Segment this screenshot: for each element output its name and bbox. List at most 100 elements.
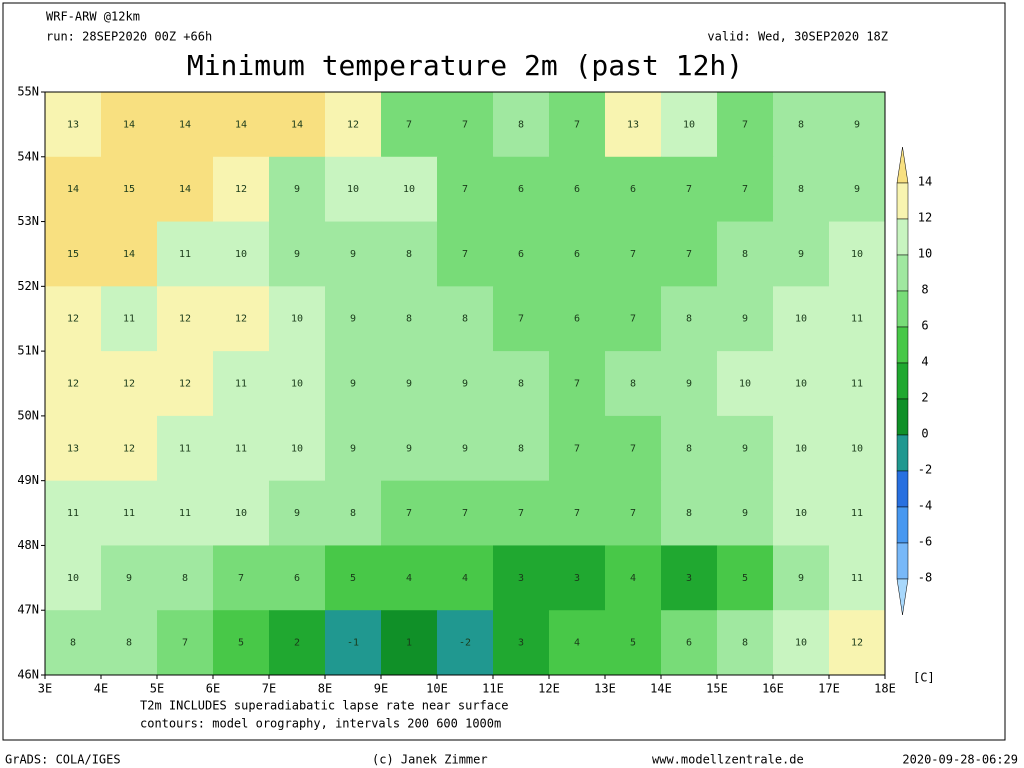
temp-cell [829, 480, 886, 546]
temp-cell [549, 92, 606, 158]
cell-label: 10 [235, 508, 247, 519]
temp-cell [493, 351, 550, 417]
temp-cell [437, 415, 494, 482]
cell-label: 11 [851, 508, 863, 519]
temp-cell [605, 415, 662, 482]
temp-cell [381, 156, 438, 223]
cell-label: 10 [795, 443, 807, 454]
software: GrADS: COLA/IGES [5, 753, 121, 767]
cell-label: 13 [627, 119, 639, 130]
lon-tick-label: 16E [762, 682, 784, 696]
colorbar-band [896, 398, 909, 436]
cell-label: 1 [406, 638, 412, 649]
cell-label: 7 [462, 119, 468, 130]
cell-label: 11 [123, 314, 135, 325]
cell-label: 8 [686, 443, 692, 454]
cell-label: 11 [179, 249, 191, 260]
temp-cell [661, 286, 718, 352]
cell-label: 7 [574, 119, 580, 130]
cell-label: 14 [179, 184, 191, 195]
temp-cell [381, 415, 438, 482]
temp-cell [773, 545, 830, 611]
temp-cell [549, 545, 606, 611]
temp-cell [829, 545, 886, 611]
temp-cell [325, 286, 382, 352]
cell-label: 5 [630, 638, 636, 649]
colorbar-band [896, 542, 909, 580]
website: www.modellzentrale.de [652, 753, 804, 767]
temp-cell [45, 480, 102, 546]
cell-label: 7 [630, 314, 636, 325]
cell-label: 9 [742, 314, 748, 325]
cell-label: -1 [347, 638, 359, 649]
temp-cell [325, 156, 382, 223]
cell-label: 9 [462, 379, 468, 390]
cell-label: 8 [798, 184, 804, 195]
temp-cell [157, 480, 214, 546]
temp-cell [381, 610, 438, 676]
cell-label: 14 [67, 184, 79, 195]
temp-cell [157, 545, 214, 611]
map-border [44, 91, 886, 676]
cell-label: 3 [574, 573, 580, 584]
temp-cell [829, 610, 886, 676]
cell-label: 9 [350, 314, 356, 325]
cell-label: 15 [123, 184, 135, 195]
temp-cell [773, 415, 830, 482]
frame [2, 2, 1006, 741]
temp-cell [605, 480, 662, 546]
temp-cell [213, 286, 270, 352]
cell-label: 8 [518, 379, 524, 390]
cell-label: 11 [123, 508, 135, 519]
temp-cell [605, 156, 662, 223]
cell-label: 7 [574, 443, 580, 454]
cell-label: 9 [126, 573, 132, 584]
lon-tick-label: 14E [650, 682, 672, 696]
colorbar-band [896, 506, 909, 544]
temp-cell [157, 221, 214, 287]
colorbar-band [896, 182, 909, 220]
cell-label: 10 [403, 184, 415, 195]
cell-label: 12 [123, 443, 135, 454]
temp-cell [101, 480, 158, 546]
cell-label: 4 [462, 573, 468, 584]
temp-cell [325, 610, 382, 676]
temp-cell [381, 351, 438, 417]
colorbar-band [896, 254, 909, 292]
temp-cell [269, 415, 326, 482]
cell-label: 11 [67, 508, 79, 519]
lon-tick-label: 9E [374, 682, 388, 696]
cell-label: 11 [851, 314, 863, 325]
cell-label: 6 [518, 249, 524, 260]
colorbar-label: 10 [918, 247, 932, 261]
temp-cell [549, 351, 606, 417]
temp-cell [45, 415, 102, 482]
colorbar-label: 0 [921, 427, 928, 441]
temp-cell [101, 610, 158, 676]
cell-label: 12 [179, 379, 191, 390]
temp-cell [101, 545, 158, 611]
temp-cell [605, 545, 662, 611]
temp-cell [157, 351, 214, 417]
cell-label: 6 [574, 314, 580, 325]
lon-tick-label: 17E [818, 682, 840, 696]
cell-label: 9 [406, 443, 412, 454]
temp-cell [325, 351, 382, 417]
temp-cell [717, 351, 774, 417]
lon-tick-label: 8E [318, 682, 332, 696]
temp-cell [381, 221, 438, 287]
temp-cell [549, 156, 606, 223]
cell-label: 8 [182, 573, 188, 584]
cell-label: 8 [406, 249, 412, 260]
temp-cell [157, 92, 214, 158]
lat-tick-label: 48N [17, 538, 39, 552]
temp-cell [717, 480, 774, 546]
cell-label: 9 [294, 184, 300, 195]
cell-label: 10 [291, 379, 303, 390]
temp-cell [661, 92, 718, 158]
temp-cell [829, 92, 886, 158]
lon-tick-label: 11E [482, 682, 504, 696]
cell-label: 10 [795, 314, 807, 325]
temp-cell [45, 351, 102, 417]
lon-tick-label: 5E [150, 682, 164, 696]
